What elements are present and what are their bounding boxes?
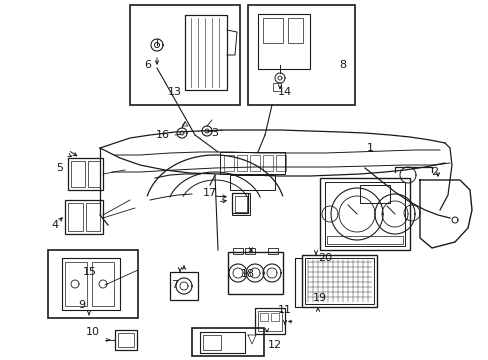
Bar	[71, 161, 85, 187]
Text: 6: 6	[144, 60, 151, 70]
Text: 14: 14	[277, 87, 291, 97]
Bar	[86, 203, 100, 231]
Bar	[231, 193, 247, 213]
Bar	[170, 272, 198, 300]
Bar	[275, 155, 285, 171]
Bar	[227, 252, 283, 294]
Text: 7: 7	[171, 280, 178, 290]
Bar	[88, 161, 100, 187]
Bar	[359, 185, 389, 203]
Bar	[326, 236, 402, 244]
Text: 12: 12	[267, 340, 282, 350]
Text: 17: 17	[203, 188, 217, 198]
Text: 1: 1	[366, 143, 373, 153]
Text: 15: 15	[83, 267, 97, 277]
Bar	[263, 155, 272, 171]
Bar	[184, 15, 226, 90]
Bar	[232, 248, 243, 254]
Bar	[270, 313, 279, 321]
Bar	[305, 258, 373, 304]
Text: 2: 2	[430, 167, 438, 177]
Bar	[263, 18, 283, 43]
Bar	[302, 255, 376, 307]
Bar	[192, 328, 264, 356]
Bar	[203, 335, 221, 350]
Bar	[244, 248, 254, 254]
Text: 11: 11	[278, 305, 291, 315]
Text: 16: 16	[156, 130, 170, 140]
Bar	[65, 200, 103, 234]
Bar	[200, 332, 244, 353]
Bar	[258, 311, 282, 331]
Bar	[68, 203, 83, 231]
Bar	[220, 152, 285, 174]
Bar	[62, 258, 120, 310]
Bar	[249, 155, 260, 171]
Text: 10: 10	[86, 327, 100, 337]
Bar	[231, 193, 249, 215]
Text: 19: 19	[312, 293, 326, 303]
Bar	[260, 313, 267, 321]
Text: 8: 8	[339, 60, 346, 70]
Bar	[287, 18, 303, 43]
Text: 18: 18	[241, 269, 255, 279]
Bar	[267, 248, 278, 254]
Bar	[325, 182, 404, 246]
Bar	[224, 155, 234, 171]
Text: 3: 3	[211, 128, 218, 138]
Bar	[319, 178, 409, 250]
Bar	[229, 175, 274, 190]
Bar	[68, 158, 103, 190]
Bar	[237, 155, 246, 171]
Bar	[272, 83, 281, 91]
Bar	[235, 196, 246, 212]
Text: 13: 13	[168, 87, 182, 97]
Bar	[130, 5, 240, 105]
Bar	[92, 262, 114, 306]
Text: 5: 5	[57, 163, 63, 173]
Text: 9: 9	[78, 300, 85, 310]
Bar	[48, 250, 138, 318]
Bar	[254, 308, 285, 334]
Bar	[118, 333, 134, 347]
Bar	[258, 14, 309, 69]
Text: 4: 4	[51, 220, 59, 230]
Bar	[65, 262, 87, 306]
Text: 20: 20	[317, 253, 331, 263]
Bar	[247, 5, 354, 105]
Bar	[115, 330, 137, 350]
